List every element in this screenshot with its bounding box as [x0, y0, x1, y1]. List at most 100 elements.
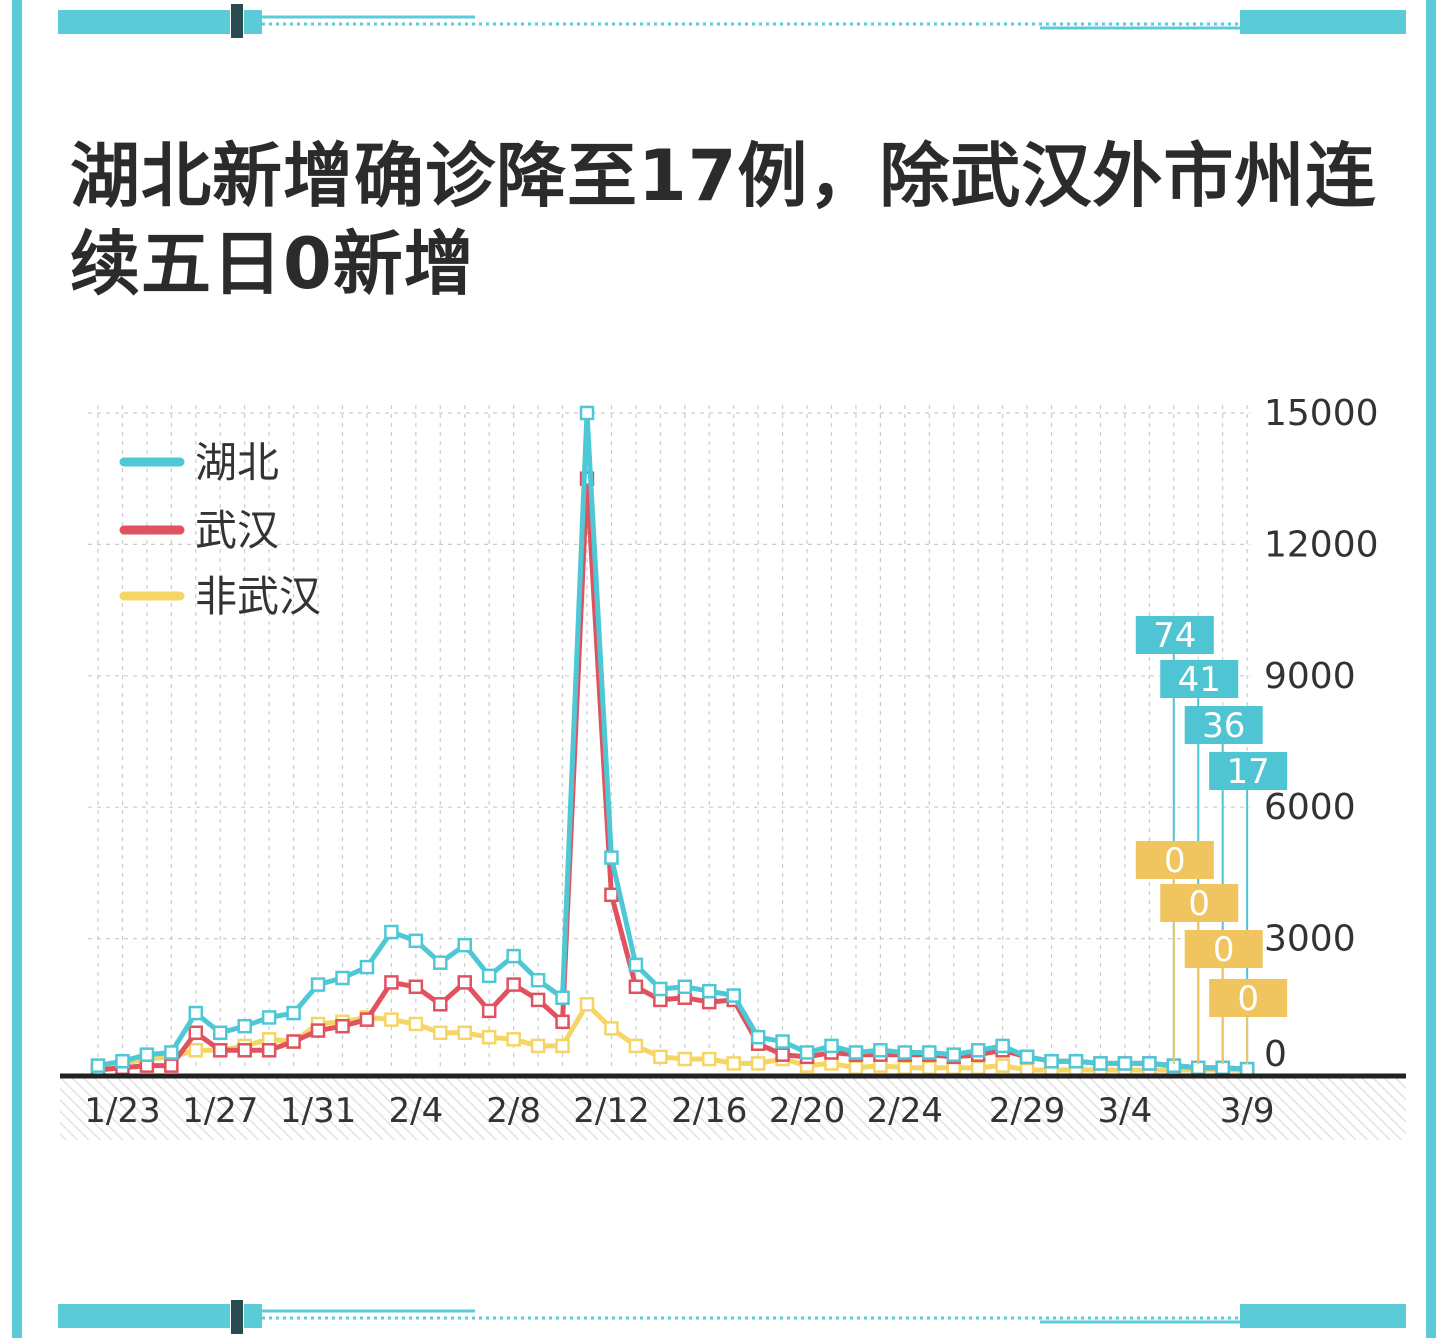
data-point-hubei [677, 979, 693, 995]
x-tick-label: 3/9 [1220, 1091, 1275, 1131]
data-point-wuhan [408, 979, 424, 995]
y-tick-label: 6000 [1264, 787, 1356, 828]
data-point-non_wuhan [726, 1056, 741, 1071]
x-tick-label: 2/12 [573, 1091, 649, 1131]
data-point-non_wuhan [433, 1025, 448, 1041]
x-tick-label: 2/8 [486, 1091, 541, 1131]
data-point-hubei [604, 850, 619, 865]
frame-top-bar-right [1240, 10, 1406, 34]
data-point-wuhan [213, 1043, 228, 1058]
data-point-hubei [1044, 1053, 1059, 1069]
data-point-non_wuhan [897, 1060, 913, 1076]
data-point-hubei [799, 1045, 815, 1060]
chart-title: 湖北新增确诊降至17例，除武汉外市州连续五日0新增 [70, 135, 1377, 305]
frame-top-bar-mid [244, 10, 262, 34]
data-point-non_wuhan [702, 1051, 717, 1067]
callout-label: 0 [1237, 979, 1259, 1019]
data-point-hubei [530, 972, 546, 988]
callout-box [1209, 752, 1288, 790]
frame-top-knot [231, 4, 243, 38]
x-tick-label: 2/16 [671, 1091, 747, 1131]
data-point-hubei [897, 1045, 913, 1060]
x-tick-label: 3/4 [1098, 1091, 1153, 1131]
data-point-hubei [775, 1034, 790, 1049]
legend-label-non_wuhan: 非武汉 [195, 572, 321, 621]
data-point-non_wuhan [555, 1038, 570, 1054]
callout-label: 0 [1164, 841, 1186, 881]
x-tick-label: 1/27 [182, 1091, 258, 1131]
data-point-non_wuhan [579, 997, 595, 1012]
callout-box [1184, 930, 1263, 968]
data-point-hubei [359, 959, 375, 975]
data-point-non_wuhan [384, 1012, 399, 1027]
x-tick-label: 2/20 [769, 1091, 845, 1131]
callout-box [1209, 979, 1288, 1017]
data-point-hubei [310, 977, 326, 992]
data-point-hubei [384, 924, 399, 940]
callout-hubei: 17 [1209, 752, 1288, 1064]
x-tick-label: 2/29 [989, 1091, 1065, 1131]
data-point-hubei [90, 1058, 106, 1073]
data-point-non_wuhan [408, 1016, 424, 1032]
callout-box [1135, 616, 1214, 654]
data-point-non_wuhan [481, 1029, 497, 1045]
data-point-non_wuhan [995, 1058, 1010, 1073]
data-point-non_wuhan [922, 1060, 937, 1076]
legend-item-wuhan: 武汉 [119, 506, 279, 555]
data-point-hubei [506, 948, 521, 964]
data-point-hubei [1142, 1056, 1157, 1071]
data-point-wuhan [604, 887, 619, 903]
data-point-wuhan [457, 975, 472, 990]
callout-label: 0 [1213, 930, 1235, 970]
data-point-hubei [750, 1029, 766, 1045]
data-point-hubei [188, 1005, 204, 1021]
data-point-wuhan [261, 1043, 277, 1058]
data-point-wuhan [310, 1023, 326, 1038]
callout-box [1135, 841, 1214, 879]
data-point-wuhan [237, 1043, 252, 1058]
data-point-wuhan [555, 1014, 570, 1030]
data-point-hubei [848, 1045, 864, 1060]
data-point-hubei [286, 1005, 301, 1021]
data-point-non_wuhan [506, 1032, 521, 1047]
data-point-wuhan [433, 997, 448, 1012]
data-point-wuhan [775, 1047, 790, 1062]
data-point-wuhan [359, 1012, 375, 1027]
callout-label: 41 [1178, 660, 1221, 700]
data-point-hubei [481, 968, 497, 984]
data-point-wuhan [164, 1058, 179, 1073]
data-point-hubei [457, 937, 472, 953]
callout-label: 36 [1202, 706, 1245, 746]
data-point-wuhan [188, 1025, 204, 1041]
y-tick-label: 3000 [1264, 919, 1356, 960]
series-hubei [90, 405, 1255, 1077]
data-point-non_wuhan [970, 1060, 986, 1076]
data-point-hubei [408, 933, 424, 949]
frame-left-border [12, 0, 22, 1338]
data-point-hubei [115, 1053, 130, 1069]
data-point-wuhan [335, 1018, 350, 1034]
frame-bottom-knot [231, 1300, 243, 1334]
data-point-non_wuhan [628, 1038, 644, 1054]
x-tick-label: 1/23 [84, 1091, 160, 1131]
data-point-hubei [555, 990, 570, 1005]
callout-non_wuhan: 0 [1209, 979, 1288, 1064]
data-point-hubei [922, 1045, 937, 1060]
data-point-hubei [1068, 1053, 1084, 1069]
data-point-hubei [237, 1018, 252, 1034]
legend-item-hubei: 湖北 [119, 438, 279, 487]
callout-non_wuhan: 0 [1160, 884, 1239, 1064]
data-point-hubei [213, 1025, 228, 1041]
data-point-non_wuhan [653, 1049, 668, 1065]
data-point-wuhan [481, 1003, 497, 1019]
data-point-wuhan [286, 1034, 301, 1049]
data-point-hubei [579, 405, 595, 421]
y-tick-label: 15000 [1264, 393, 1379, 434]
callout-box [1160, 884, 1239, 922]
frame-right-border [1426, 0, 1436, 1338]
data-point-hubei [139, 1047, 155, 1062]
data-point-hubei [433, 955, 448, 970]
data-point-non_wuhan [677, 1051, 693, 1067]
data-point-hubei [335, 970, 350, 986]
